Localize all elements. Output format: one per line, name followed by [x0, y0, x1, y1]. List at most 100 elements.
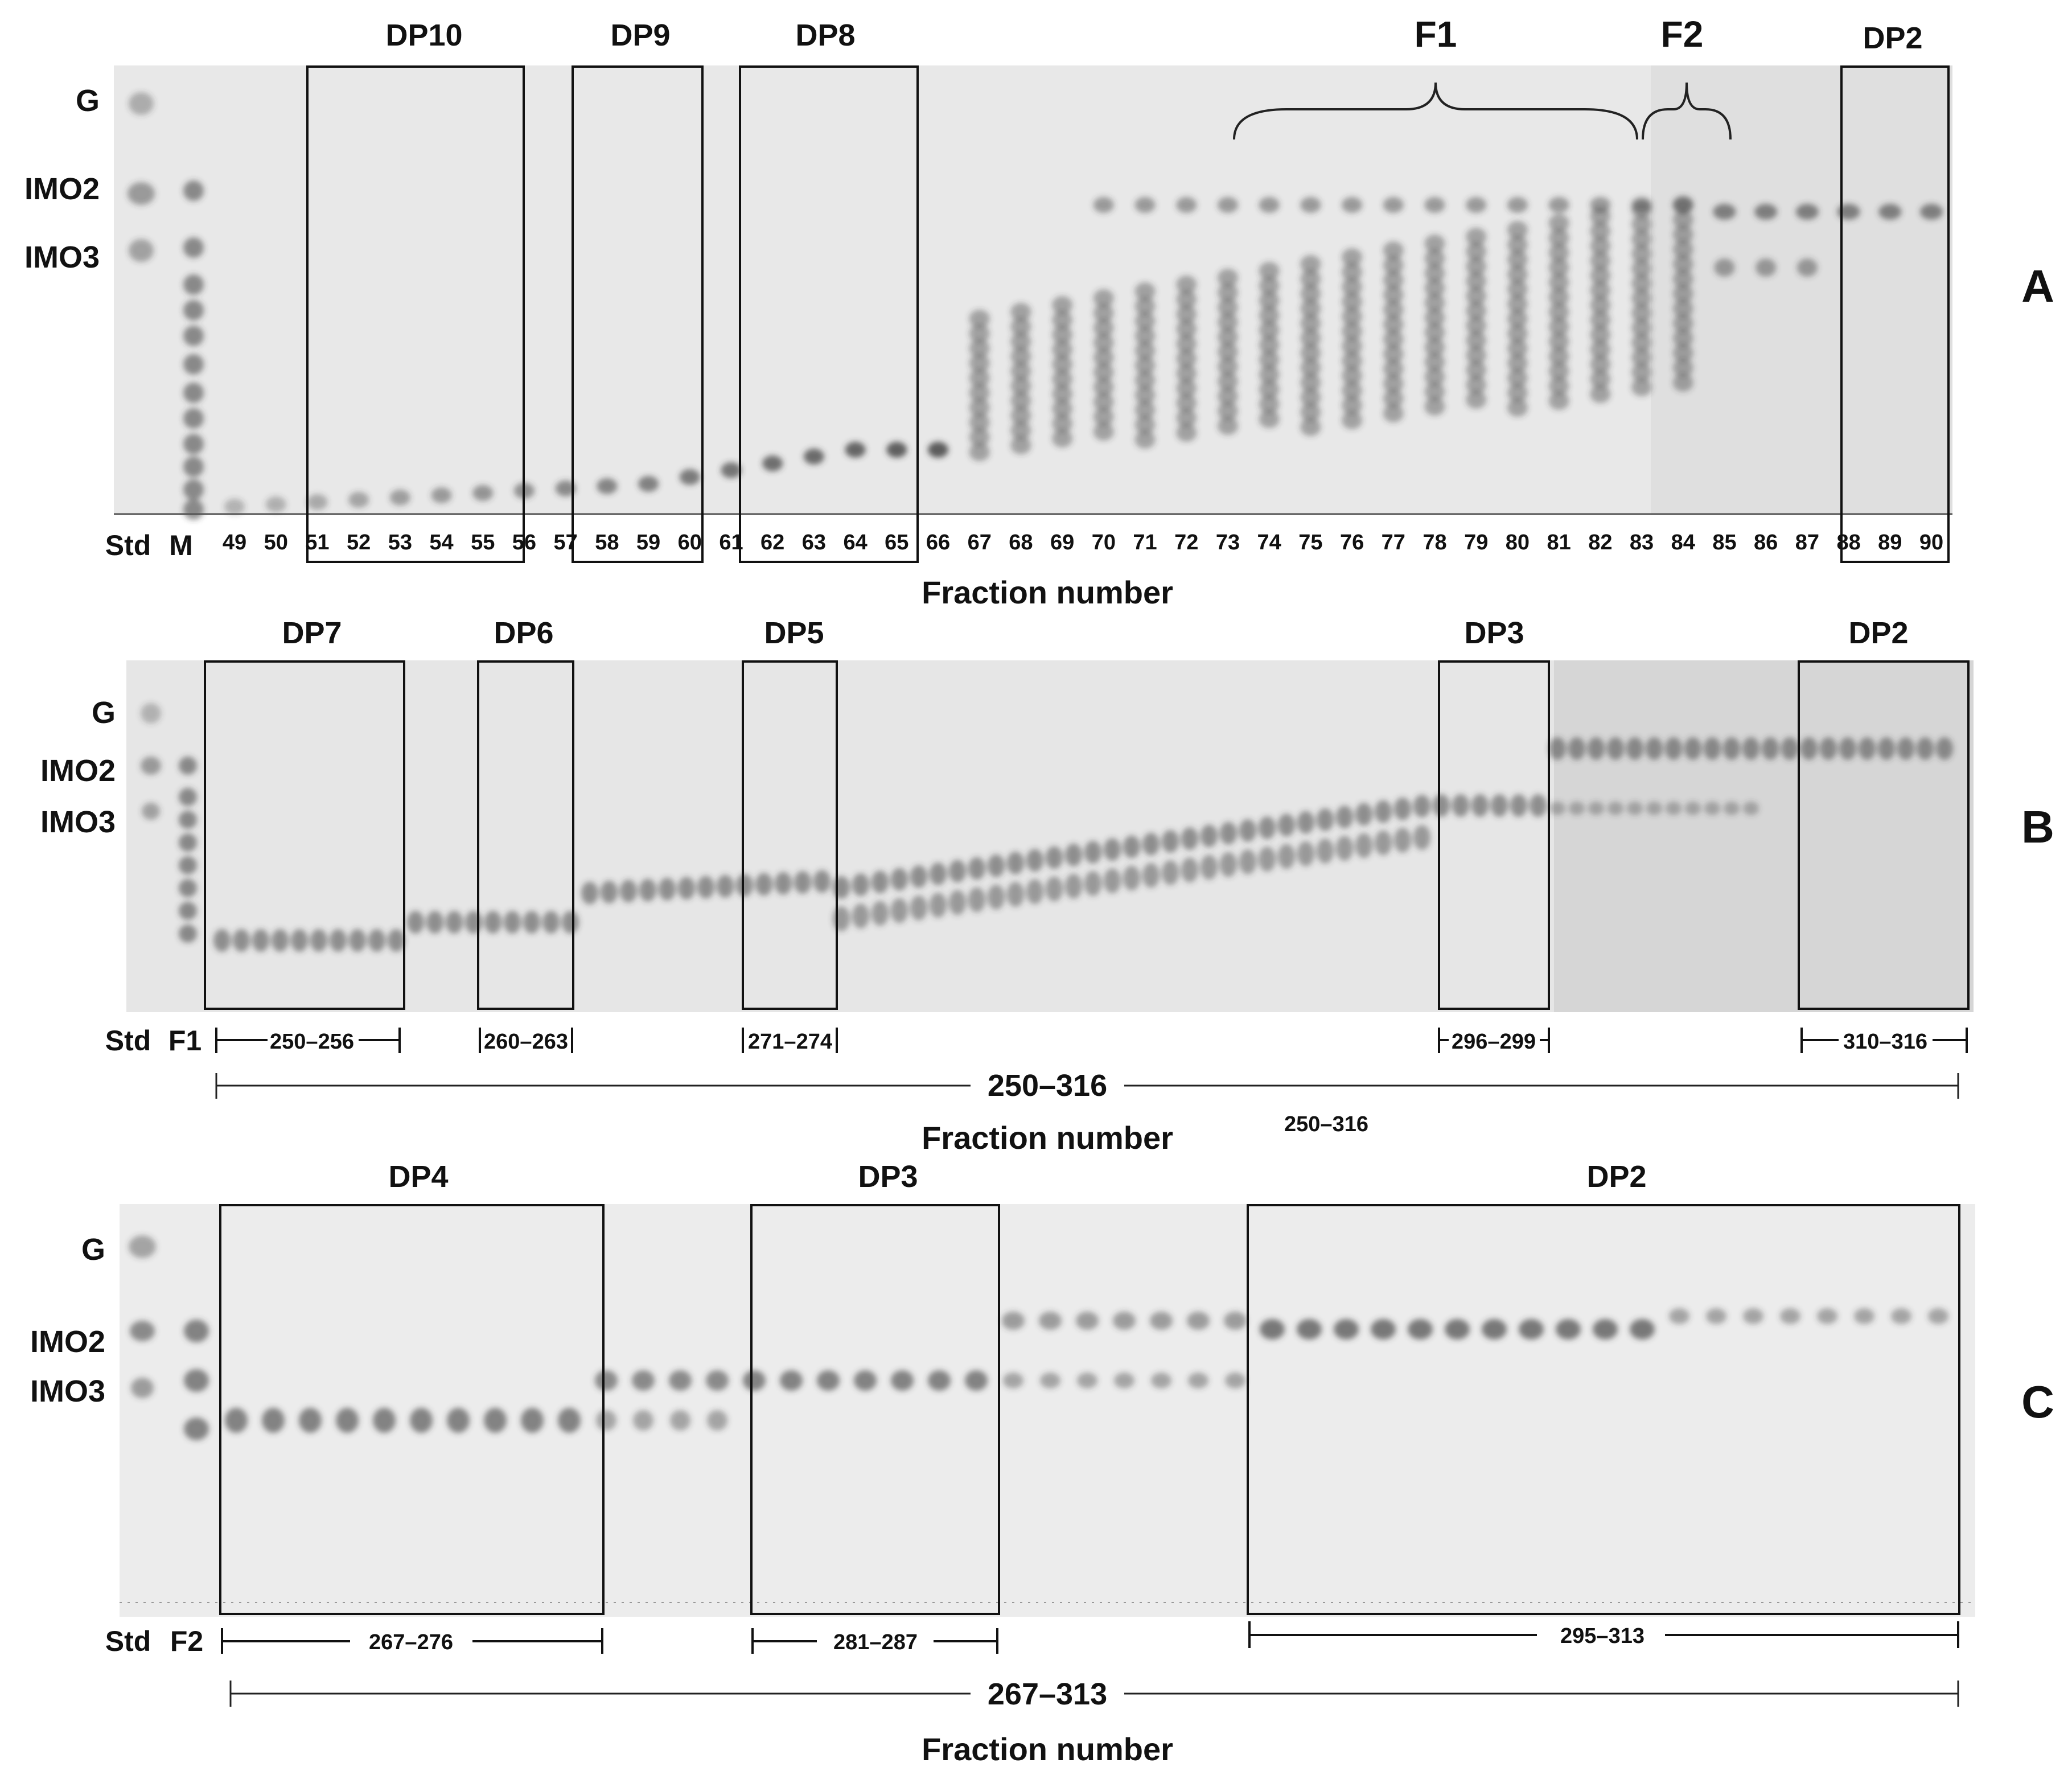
fraction-number-label: 85: [1712, 531, 1736, 554]
fraction-spot: [1383, 197, 1404, 213]
fraction-spot: [1394, 797, 1411, 820]
fraction-spot: [1466, 243, 1487, 261]
fraction-spot: [1878, 737, 1895, 760]
fraction-spot: [638, 476, 659, 492]
fraction-number-label: 64: [843, 531, 867, 554]
panel-a-brace-f2: [1642, 82, 1732, 140]
fraction-spot: [213, 929, 231, 952]
panel-c-range-295-313: 295–313: [1248, 1621, 1959, 1648]
fraction-spot: [1336, 806, 1353, 829]
fraction-spot: [1466, 391, 1487, 409]
marker-spot: [183, 457, 204, 477]
fraction-spot: [1588, 737, 1605, 760]
fraction-spot: [1590, 326, 1611, 344]
fraction-spot: [1300, 255, 1321, 273]
fraction-spot: [1897, 737, 1914, 760]
fraction-spot: [1134, 342, 1156, 360]
fraction-spot: [1026, 849, 1043, 872]
fraction-spot: [1507, 250, 1528, 269]
fraction-spot: [1220, 852, 1237, 877]
fraction-spot: [1859, 737, 1876, 760]
fraction-spot: [1590, 281, 1611, 299]
fraction-spot: [910, 895, 927, 921]
fraction-spot: [1317, 808, 1334, 831]
fraction-spot: [1093, 363, 1114, 381]
panel-a-brace-label-f2: F2: [1661, 14, 1704, 55]
fraction-spot: [1383, 301, 1404, 319]
svg-text:296–299: 296–299: [1452, 1030, 1536, 1054]
fraction-spot: [225, 1408, 248, 1433]
fraction-spot: [1452, 794, 1469, 817]
fraction-number-label: 90: [1919, 531, 1943, 554]
fraction-spot: [833, 906, 850, 931]
fraction-number-label: 69: [1050, 531, 1074, 554]
fraction-spot: [1590, 266, 1611, 285]
fraction-spot: [721, 462, 742, 478]
fraction-spot: [1631, 245, 1652, 263]
fraction-spot: [368, 929, 385, 952]
fraction-spot: [1383, 286, 1404, 304]
fraction-number-label: 54: [429, 531, 453, 554]
panel-c-lane-std: Std: [105, 1625, 151, 1657]
fraction-spot: [1817, 1308, 1837, 1324]
fraction-spot: [1466, 361, 1487, 379]
fraction-spot: [1878, 204, 1902, 220]
fraction-spot: [272, 929, 289, 952]
fraction-spot: [1672, 211, 1693, 229]
fraction-spot: [1259, 262, 1280, 280]
fraction-spot: [1756, 258, 1777, 277]
fraction-spot: [871, 901, 889, 926]
fraction-spot: [1104, 838, 1121, 861]
panel-c-spots: [129, 1235, 1948, 1440]
fraction-spot: [1093, 334, 1114, 352]
fraction-spot: [1519, 1319, 1544, 1340]
fraction-spot: [1631, 319, 1652, 337]
fraction-spot: [1672, 255, 1693, 273]
panel-a-brace-label-f1: F1: [1415, 14, 1457, 55]
fraction-spot: [659, 877, 676, 901]
panel-a-xlabel: Fraction number: [922, 574, 1173, 610]
fraction-spot: [1507, 197, 1528, 213]
fraction-spot: [1548, 258, 1569, 277]
fraction-spot: [1217, 197, 1238, 213]
fraction-spot: [1466, 346, 1487, 364]
panel-c-box-dp2: [1247, 1204, 1960, 1615]
fraction-spot: [1342, 381, 1363, 400]
fraction-spot: [1507, 295, 1528, 313]
fraction-spot: [1466, 257, 1487, 276]
fraction-spot: [1482, 1319, 1507, 1340]
fraction-spot: [1445, 1319, 1470, 1340]
panel-b-box-label-dp7: DP7: [282, 616, 342, 650]
fraction-spot: [1568, 737, 1585, 760]
fraction-spot: [472, 485, 494, 501]
fraction-spot: [523, 911, 540, 934]
std-spot-g: [129, 92, 154, 115]
fraction-spot: [1259, 277, 1280, 295]
fraction-spot: [1371, 1319, 1396, 1340]
fraction-spot: [1176, 276, 1197, 294]
fraction-spot: [1217, 387, 1238, 405]
panel-b-box-dp6: [477, 660, 574, 1010]
fraction-spot: [1052, 340, 1073, 359]
fraction-spot: [1342, 396, 1363, 414]
panel-b-box-dp2: [1798, 660, 1970, 1010]
fraction-spot: [1151, 1373, 1171, 1388]
fraction-spot: [1336, 836, 1353, 861]
fraction-spot: [1507, 339, 1528, 358]
fraction-spot: [1134, 401, 1156, 419]
fraction-spot: [1217, 313, 1238, 331]
fraction-number-label: 56: [512, 531, 536, 554]
panel-b-box-dp5: [742, 660, 838, 1010]
fraction-spot: [1093, 408, 1114, 426]
marker-spot: [179, 788, 197, 806]
fraction-spot: [410, 1408, 433, 1433]
fraction-spot: [1176, 290, 1197, 309]
marker-spot: [183, 354, 204, 375]
fraction-spot: [1626, 737, 1643, 760]
fraction-spot: [1383, 360, 1404, 378]
fraction-spot: [1672, 240, 1693, 258]
fraction-spot: [1424, 397, 1445, 416]
fraction-spot: [988, 854, 1005, 877]
fraction-spot: [775, 872, 792, 895]
panel-a: DP10 DP9 DP8 DP2 F1 F2 G IMO2 IMO3 Std M…: [24, 14, 2054, 610]
